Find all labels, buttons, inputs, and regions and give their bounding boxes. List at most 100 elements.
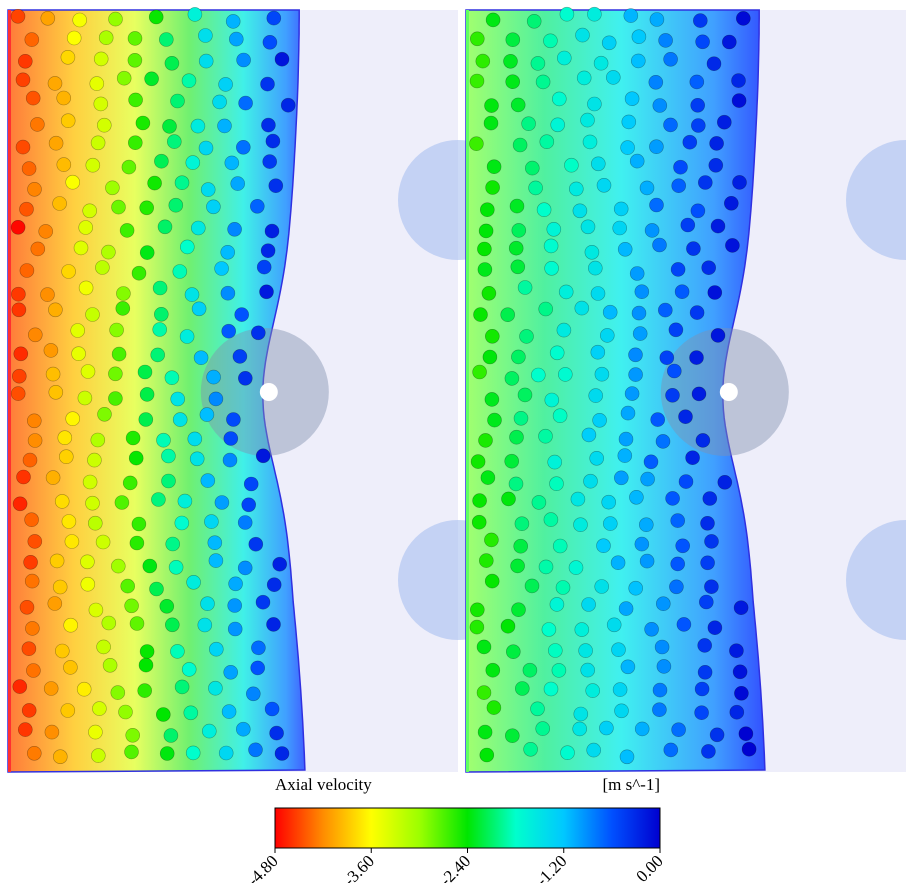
particle: [599, 721, 613, 735]
particle: [66, 412, 80, 426]
tick-label: 0.00: [632, 851, 666, 883]
particle: [236, 140, 250, 154]
particle: [725, 238, 739, 252]
particle: [244, 477, 258, 491]
particle: [267, 617, 281, 631]
particle: [249, 537, 263, 551]
particle: [182, 662, 196, 676]
tick-label: -1.20: [532, 851, 570, 883]
particle: [185, 288, 199, 302]
particle: [165, 371, 179, 385]
particle: [138, 365, 152, 379]
particle: [86, 496, 100, 510]
particle: [573, 204, 587, 218]
particle: [126, 431, 140, 445]
particle: [11, 387, 25, 401]
particle: [653, 683, 667, 697]
particle: [571, 492, 585, 506]
particle: [130, 617, 144, 631]
particle: [664, 52, 678, 66]
particle: [624, 9, 638, 23]
particle: [175, 176, 189, 190]
particle: [742, 742, 756, 756]
particle: [539, 560, 553, 574]
particle: [154, 307, 168, 321]
particle: [48, 76, 62, 90]
particle: [600, 328, 614, 342]
particle: [27, 414, 41, 428]
particle: [49, 385, 63, 399]
particle: [239, 96, 253, 110]
particle: [201, 183, 215, 197]
particle: [200, 408, 214, 422]
particle: [215, 496, 229, 510]
particle: [150, 582, 164, 596]
particle: [129, 451, 143, 465]
particle: [256, 595, 270, 609]
particle: [691, 119, 705, 133]
particle: [629, 368, 643, 382]
particle: [550, 477, 564, 491]
tick-label: -4.80: [243, 851, 281, 883]
particle: [90, 77, 104, 91]
particle: [130, 536, 144, 550]
particle: [169, 198, 183, 212]
particle: [656, 597, 670, 611]
particle: [484, 116, 498, 130]
particle: [102, 616, 116, 630]
particle: [83, 475, 97, 489]
particle: [173, 265, 187, 279]
particle: [664, 118, 678, 132]
particle: [194, 351, 208, 365]
tick-label: -2.40: [436, 851, 474, 883]
particle: [78, 391, 92, 405]
particle: [116, 301, 130, 315]
particle: [86, 308, 100, 322]
particle: [261, 77, 275, 91]
particle: [208, 681, 222, 695]
particle: [612, 643, 626, 657]
particle: [633, 327, 647, 341]
particle: [62, 265, 76, 279]
particle: [125, 745, 139, 759]
figure: Axial velocity [m s^-1] -4.80-3.60-2.40-…: [0, 0, 906, 883]
particle: [27, 746, 41, 760]
particle: [74, 241, 88, 255]
particle: [49, 136, 63, 150]
particle: [523, 663, 537, 677]
colorbar-title: Axial velocity: [275, 775, 372, 794]
particle: [158, 220, 172, 234]
particle: [45, 725, 59, 739]
particle: [618, 242, 632, 256]
particle: [543, 34, 557, 48]
particle: [22, 162, 36, 176]
particle: [474, 308, 488, 322]
particle: [640, 181, 654, 195]
particle: [72, 347, 86, 361]
particle: [22, 642, 36, 656]
ghost-hole: [260, 383, 278, 401]
particle: [226, 413, 240, 427]
particle: [95, 261, 109, 275]
particle: [126, 728, 140, 742]
particle: [699, 595, 713, 609]
particle: [25, 574, 39, 588]
particle: [139, 658, 153, 672]
particle: [631, 54, 645, 68]
particle: [701, 516, 715, 530]
particle: [123, 476, 137, 490]
particle: [649, 75, 663, 89]
particle: [602, 36, 616, 50]
particle: [603, 305, 617, 319]
particle: [564, 158, 578, 172]
particle: [574, 518, 588, 532]
particle: [267, 578, 281, 592]
particle: [524, 742, 538, 756]
particle: [581, 113, 595, 127]
particle: [89, 603, 103, 617]
particle: [671, 514, 685, 528]
particle: [115, 496, 129, 510]
particle: [619, 602, 633, 616]
particle: [537, 203, 551, 217]
particle: [98, 407, 112, 421]
